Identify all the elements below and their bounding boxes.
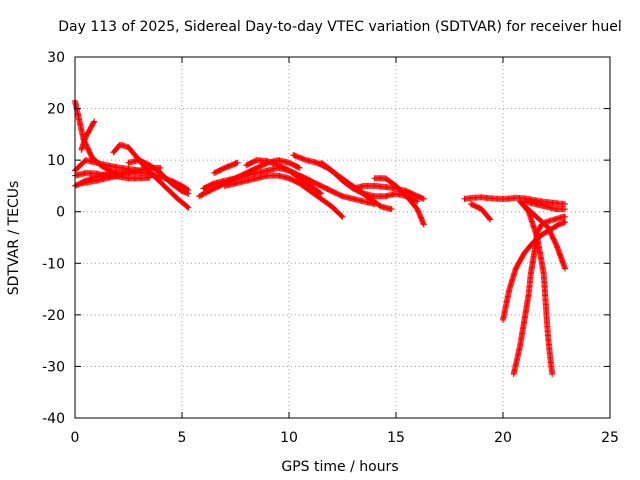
data-point xyxy=(562,200,569,207)
data-point xyxy=(296,164,303,171)
data-point xyxy=(146,174,153,181)
series-arc-5 xyxy=(78,118,98,153)
x-tick-label: 15 xyxy=(387,430,405,446)
data-point xyxy=(90,119,97,126)
data-point xyxy=(185,190,192,197)
data-layer xyxy=(72,97,569,378)
data-point xyxy=(562,213,569,220)
x-tick-label: 25 xyxy=(601,430,619,446)
y-tick-label: 0 xyxy=(56,205,65,221)
y-tick-label: -40 xyxy=(42,411,65,427)
data-point xyxy=(318,190,325,197)
data-point xyxy=(562,219,569,226)
data-point xyxy=(562,206,569,213)
y-tick-label: -30 xyxy=(42,359,65,375)
series-arc-25 xyxy=(521,198,569,213)
plot-frame xyxy=(74,56,611,419)
data-point xyxy=(317,189,324,196)
y-tick-label: 10 xyxy=(47,153,65,169)
data-point xyxy=(549,371,556,378)
y-tick-label: 20 xyxy=(47,102,65,118)
data-point xyxy=(413,197,420,204)
x-axis-label: GPS time / hours xyxy=(281,459,398,475)
y-tick-label: -10 xyxy=(42,256,65,272)
axes: 0 5 10 15 20 25 -40 -30 -20 -10 0 10 20 30 xyxy=(42,50,619,446)
data-point xyxy=(487,216,494,223)
series-arc-23 xyxy=(517,198,556,378)
data-point xyxy=(414,198,421,205)
data-point xyxy=(420,221,427,228)
data-point xyxy=(388,206,395,213)
series-arc-18 xyxy=(350,182,427,202)
series-arc-20 xyxy=(467,200,494,223)
y-axis-label: SDTVAR / TECUs xyxy=(6,181,22,296)
grid xyxy=(75,57,610,418)
series-arc-19 xyxy=(461,194,569,207)
series-arc-15 xyxy=(296,172,378,207)
x-tick-label: 5 xyxy=(178,430,187,446)
series-arc-12 xyxy=(221,172,346,220)
data-point xyxy=(157,164,164,171)
data-point xyxy=(420,195,427,202)
x-tick-label: 0 xyxy=(71,430,80,446)
data-point xyxy=(295,164,302,171)
series-arc-22 xyxy=(510,213,569,378)
data-point xyxy=(185,204,192,211)
data-point xyxy=(339,213,346,220)
series-arc-21 xyxy=(500,219,569,324)
series-arc-11 xyxy=(211,159,241,177)
y-tick-label: 30 xyxy=(47,50,65,66)
data-point xyxy=(184,203,191,210)
x-tick-label: 10 xyxy=(280,430,298,446)
x-tick-label: 20 xyxy=(494,430,512,446)
data-point xyxy=(234,159,241,166)
data-point xyxy=(486,215,493,222)
y-tick-label: -20 xyxy=(42,308,65,324)
chart-title: Day 113 of 2025, Sidereal Day-to-day VTE… xyxy=(58,19,621,35)
data-point xyxy=(91,118,98,125)
data-point xyxy=(562,265,569,272)
series-arc-8 xyxy=(78,164,164,187)
data-point xyxy=(338,213,345,220)
data-point xyxy=(371,200,378,207)
series-arc-13 xyxy=(243,157,325,197)
